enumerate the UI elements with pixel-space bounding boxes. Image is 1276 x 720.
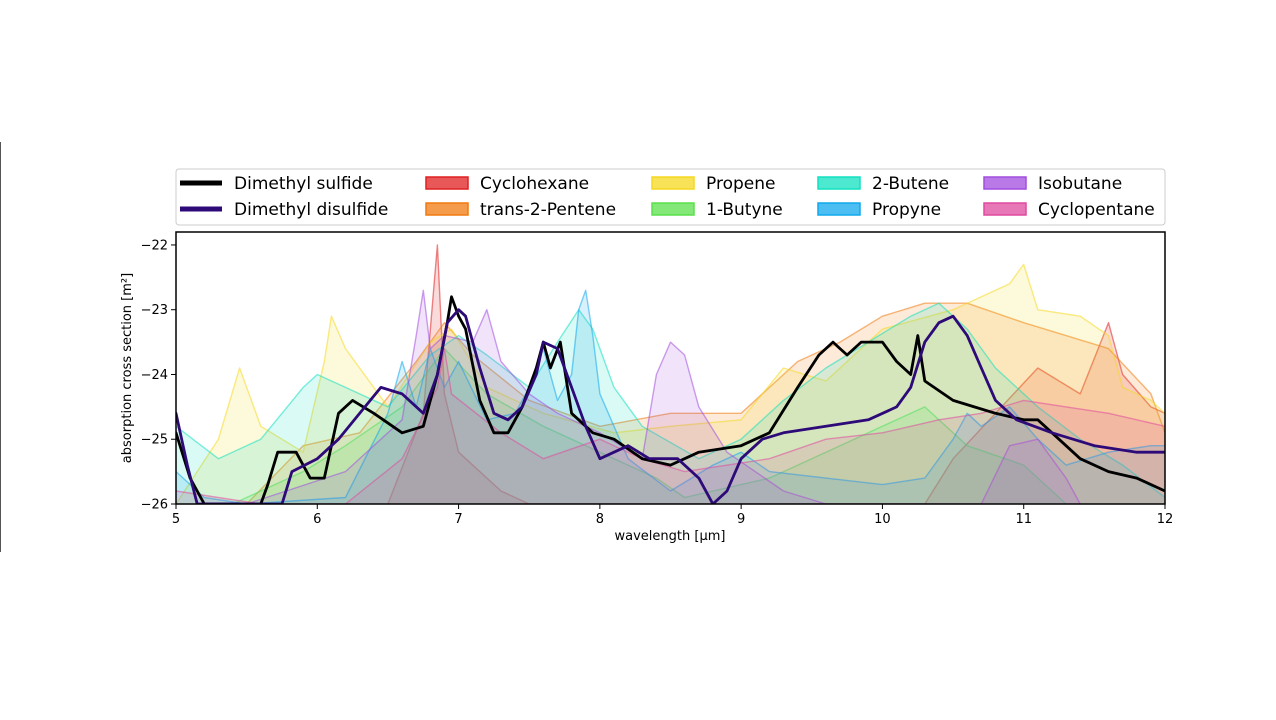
legend-swatch-cyclohexane — [425, 176, 469, 190]
x-tick-label: 12 — [1157, 512, 1174, 527]
legend-swatch-1-butyne — [651, 202, 695, 216]
series-line-dimethyl-sulfide — [176, 295, 1165, 504]
x-tick-label: 5 — [172, 512, 180, 527]
series-fill-isobutane — [246, 290, 1081, 504]
y-tick-label: −26 — [141, 498, 168, 513]
series-line-cyclohexane — [387, 244, 1165, 504]
legend-swatch-isobutane — [983, 176, 1027, 190]
legend-swatch-propyne — [817, 202, 861, 216]
legend-swatch-2-butene — [817, 176, 861, 190]
line-series-layer — [176, 295, 1165, 504]
legend-swatch-propene — [651, 176, 695, 190]
x-tick-label: 9 — [737, 512, 745, 527]
legend-label-cyclohexane: Cyclohexane — [480, 174, 589, 194]
legend-label-dimethyl-sulfide: Dimethyl sulfide — [234, 174, 373, 194]
x-tick-label: 8 — [596, 512, 604, 527]
series-fill-propene — [176, 264, 1165, 504]
legend-swatch-trans-2-pentene — [425, 202, 469, 216]
series-line-propene — [176, 263, 1165, 504]
series-fill-1-butyne — [232, 348, 1067, 504]
fill-series-layer — [176, 244, 1165, 504]
legend-swatch-cyclopentane — [983, 202, 1027, 216]
legend-frame — [175, 168, 1166, 226]
legend-label-dimethyl-disulfide: Dimethyl disulfide — [234, 200, 388, 220]
y-tick-label: −23 — [141, 303, 168, 318]
y-tick-label: −25 — [141, 433, 168, 448]
x-tick-label: 7 — [454, 512, 462, 527]
series-fill-trans-2-pentene — [246, 303, 1165, 504]
x-axis-label: wavelength [μm] — [615, 529, 726, 544]
legend-label-trans-2-pentene: trans-2-Pentene — [480, 200, 616, 220]
series-fill-cyclopentane — [176, 348, 1165, 504]
legend-label-1-butyne: 1-Butyne — [706, 200, 783, 220]
y-tick-label: −22 — [141, 238, 168, 253]
y-axis-label: absorption cross section [m²] — [120, 273, 135, 463]
series-fill-cyclohexane — [387, 245, 1165, 504]
series-fill-propyne — [176, 290, 1165, 504]
x-tick-label: 11 — [1015, 512, 1032, 527]
x-tick-label: 6 — [313, 512, 321, 527]
x-axis: 5 6 7 8 9 10 11 12 — [172, 504, 1173, 527]
series-fill-2-butene — [176, 303, 1165, 504]
legend-label-propyne: Propyne — [872, 200, 941, 220]
series-line-trans-2-pentene — [246, 302, 1165, 504]
left-divider — [0, 142, 1, 552]
y-tick-label: −24 — [141, 368, 168, 383]
legend-label-cyclopentane: Cyclopentane — [1038, 200, 1155, 220]
x-tick-label: 10 — [874, 512, 891, 527]
legend-label-isobutane: Isobutane — [1038, 174, 1122, 194]
plot-frame — [175, 231, 1166, 505]
legend: Dimethyl sulfide Dimethyl disulfide Cycloh… — [175, 168, 1166, 226]
series-line-2-butene — [176, 302, 1165, 499]
legend-label-propene: Propene — [706, 174, 775, 194]
y-axis: −22 −23 −24 −25 −26 — [141, 238, 176, 513]
series-line-dimethyl-disulfide — [176, 308, 1165, 504]
legend-label-2-butene: 2-Butene — [872, 174, 949, 194]
